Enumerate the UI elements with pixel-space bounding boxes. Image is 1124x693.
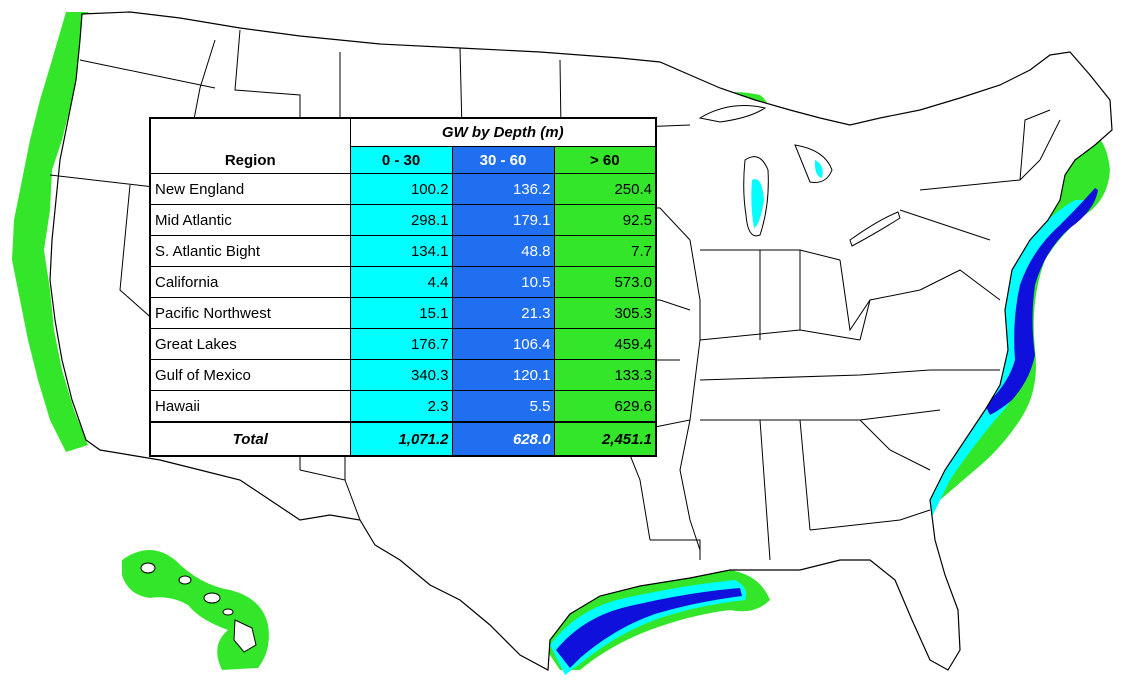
value-0-30: 340.3 bbox=[349, 359, 453, 391]
gulf-deep-band bbox=[556, 588, 742, 668]
value-gt-60: 305.3 bbox=[553, 297, 657, 329]
table-row: New England 100.2 136.2 250.4 bbox=[149, 173, 657, 205]
gw-by-depth-table: Region GW by Depth (m) 0 - 30 30 - 60 > … bbox=[149, 117, 657, 457]
value-0-30: 4.4 bbox=[349, 266, 453, 298]
pacific-coast-band bbox=[12, 12, 88, 452]
total-0-30: 1,071.2 bbox=[349, 421, 453, 457]
value-30-60: 106.4 bbox=[451, 328, 555, 360]
value-30-60: 120.1 bbox=[451, 359, 555, 391]
total-row: Total 1,071.2 628.0 2,451.1 bbox=[149, 421, 657, 457]
value-30-60: 5.5 bbox=[451, 390, 555, 423]
value-gt-60: 133.3 bbox=[553, 359, 657, 391]
depth-col-gt-60: > 60 bbox=[553, 146, 657, 174]
value-0-30: 134.1 bbox=[349, 235, 453, 267]
value-gt-60: 7.7 bbox=[553, 235, 657, 267]
region-name: Gulf of Mexico bbox=[149, 359, 351, 391]
value-30-60: 179.1 bbox=[451, 204, 555, 236]
great-lakes-cyan bbox=[751, 160, 823, 228]
depth-group-header: GW by Depth (m) bbox=[349, 117, 657, 147]
region-name: Hawaii bbox=[149, 390, 351, 423]
value-gt-60: 250.4 bbox=[553, 173, 657, 205]
value-gt-60: 573.0 bbox=[553, 266, 657, 298]
region-name: Mid Atlantic bbox=[149, 204, 351, 236]
value-gt-60: 459.4 bbox=[553, 328, 657, 360]
table-row: Hawaii 2.3 5.5 629.6 bbox=[149, 390, 657, 423]
atlantic-deep-band bbox=[985, 188, 1098, 415]
table-row: Gulf of Mexico 340.3 120.1 133.3 bbox=[149, 359, 657, 391]
region-name: Pacific Northwest bbox=[149, 297, 351, 329]
depth-col-0-30: 0 - 30 bbox=[349, 146, 453, 174]
depth-col-30-60: 30 - 60 bbox=[451, 146, 555, 174]
table-row: Pacific Northwest 15.1 21.3 305.3 bbox=[149, 297, 657, 329]
value-0-30: 15.1 bbox=[349, 297, 453, 329]
region-name: New England bbox=[149, 173, 351, 205]
region-header: Region bbox=[149, 117, 351, 174]
value-30-60: 136.2 bbox=[451, 173, 555, 205]
region-name: S. Atlantic Bight bbox=[149, 235, 351, 267]
total-label: Total bbox=[149, 421, 351, 457]
value-0-30: 298.1 bbox=[349, 204, 453, 236]
value-30-60: 10.5 bbox=[451, 266, 555, 298]
value-0-30: 176.7 bbox=[349, 328, 453, 360]
gulf-cyan-band bbox=[550, 580, 747, 675]
value-0-30: 100.2 bbox=[349, 173, 453, 205]
total-30-60: 628.0 bbox=[451, 421, 555, 457]
value-30-60: 21.3 bbox=[451, 297, 555, 329]
table-row: California 4.4 10.5 573.0 bbox=[149, 266, 657, 298]
value-gt-60: 92.5 bbox=[553, 204, 657, 236]
table-row: Mid Atlantic 298.1 179.1 92.5 bbox=[149, 204, 657, 236]
great-lakes-water bbox=[698, 105, 901, 247]
total-gt-60: 2,451.1 bbox=[553, 421, 657, 457]
region-name: Great Lakes bbox=[149, 328, 351, 360]
hawaiian-islands bbox=[140, 562, 257, 653]
region-name: California bbox=[149, 266, 351, 298]
table-row: Great Lakes 176.7 106.4 459.4 bbox=[149, 328, 657, 360]
value-gt-60: 629.6 bbox=[553, 390, 657, 423]
table-row: S. Atlantic Bight 134.1 48.8 7.7 bbox=[149, 235, 657, 267]
hawaii-band bbox=[122, 550, 269, 670]
value-0-30: 2.3 bbox=[349, 390, 453, 423]
value-30-60: 48.8 bbox=[451, 235, 555, 267]
